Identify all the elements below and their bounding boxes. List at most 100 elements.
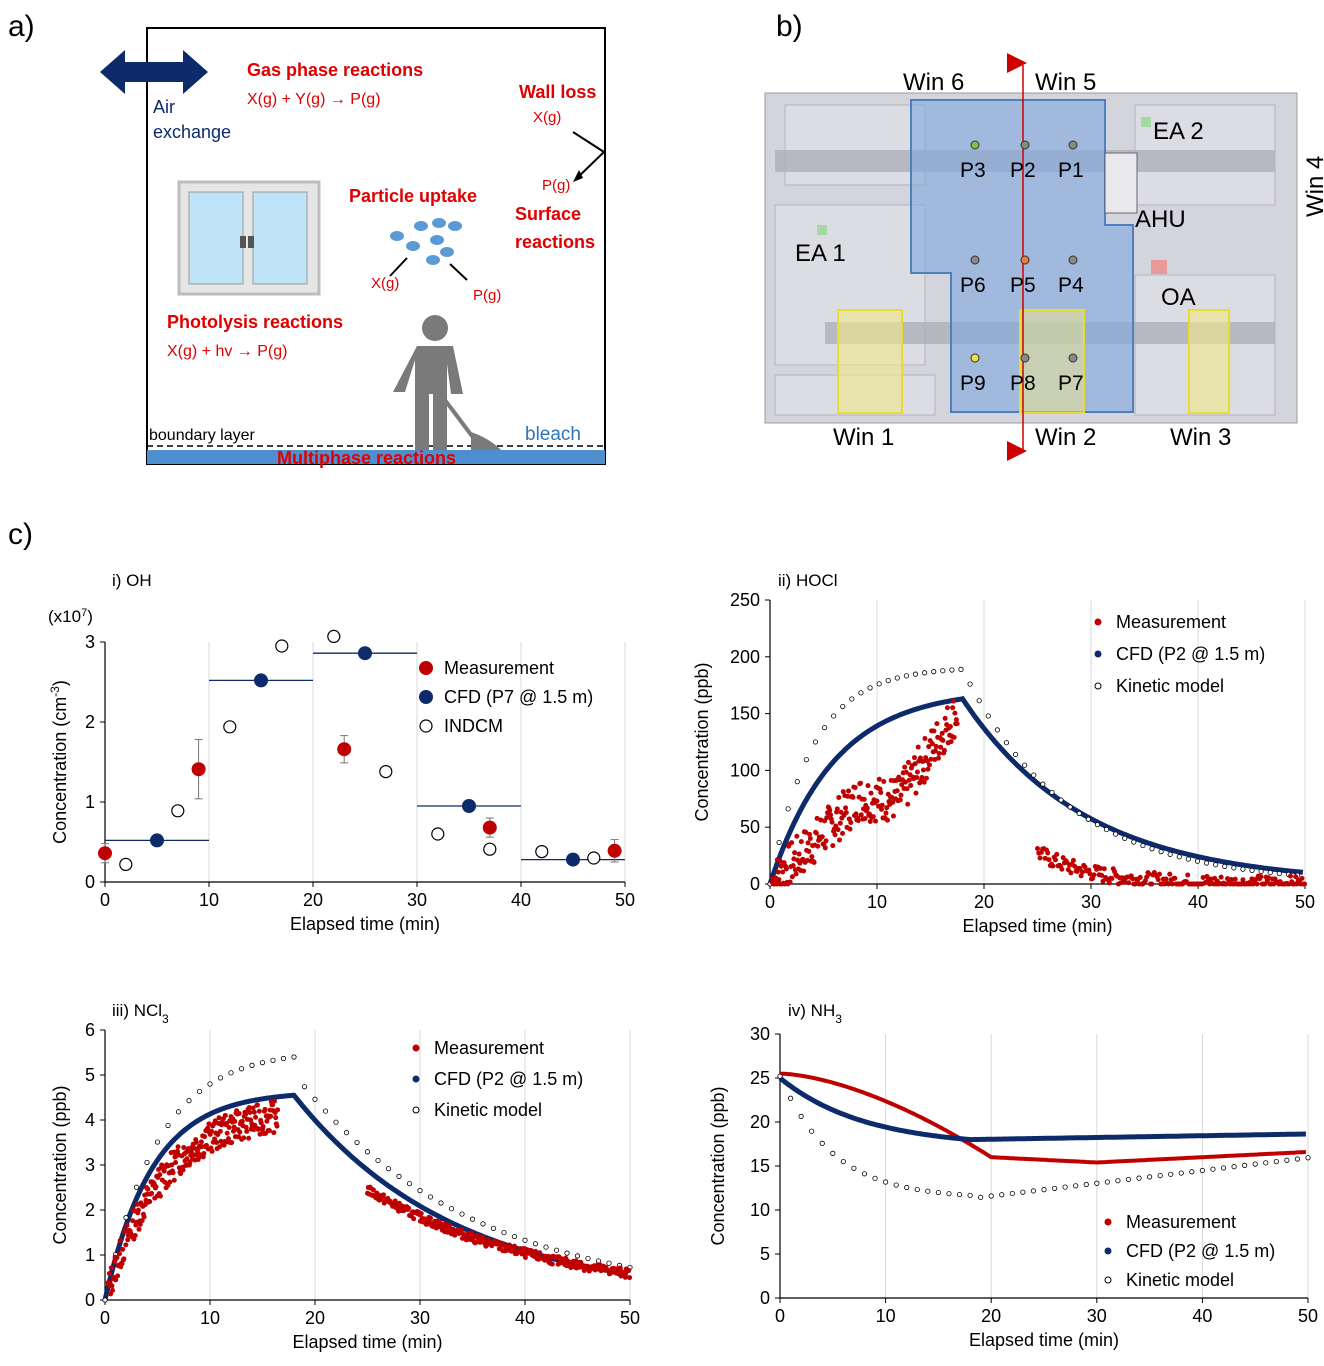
hocl-kinetic-point xyxy=(885,677,891,684)
hocl-measurement-point xyxy=(947,724,953,730)
ncl3-kinetic-point xyxy=(333,1119,339,1125)
ncl3-measurement-point xyxy=(222,1112,228,1118)
ncl3-measurement-point xyxy=(167,1179,173,1185)
ncl3-kinetic-point xyxy=(217,1075,224,1081)
oh-legend-label: INDCM xyxy=(444,716,503,736)
hocl-measurement-point xyxy=(1208,876,1214,882)
ncl3-measurement-point xyxy=(257,1131,263,1137)
hocl-measurement-point xyxy=(926,762,932,768)
hocl-measurement-point xyxy=(913,790,919,796)
nh3-kinetic-point xyxy=(914,1186,920,1193)
wall-loss-p: P(g) xyxy=(542,177,570,194)
point-p8-label: P8 xyxy=(1010,372,1036,395)
ncl3-kinetic-point xyxy=(459,1211,465,1217)
hocl-measurement-point xyxy=(878,789,884,795)
hocl-measurement-point xyxy=(1059,866,1065,872)
hocl-measurement-point xyxy=(890,813,896,819)
oh-measurement-point xyxy=(98,846,112,861)
hocl-measurement-point xyxy=(948,739,954,745)
hocl-kinetic-point xyxy=(985,713,991,719)
hocl-kinetic-point xyxy=(1276,870,1282,877)
hocl-kinetic-point xyxy=(776,839,782,846)
oh-indcm-point xyxy=(587,851,601,865)
ncl3-kinetic-point xyxy=(553,1247,560,1253)
ncl3-kinetic-point xyxy=(249,1062,255,1068)
ncl3-kinetic-point xyxy=(270,1057,276,1063)
hocl-measurement-point xyxy=(954,721,960,727)
ncl3-measurement-point xyxy=(268,1113,274,1119)
ncl3-measurement-point xyxy=(121,1256,127,1262)
oh-indcm-point xyxy=(171,804,185,818)
hocl-kinetic-point xyxy=(1203,860,1210,866)
hocl-measurement-point xyxy=(902,764,908,770)
ncl3-measurement-point xyxy=(537,1250,543,1256)
hocl-measurement-point xyxy=(1037,855,1043,861)
ncl3-measurement-point xyxy=(248,1117,254,1123)
hocl-measurement-point xyxy=(847,826,853,832)
hocl-legend-label: Kinetic model xyxy=(1116,676,1224,696)
hocl-measurement-point xyxy=(1086,867,1092,873)
hocl-measurement-point xyxy=(902,779,908,785)
hocl-measurement-point xyxy=(828,812,834,818)
hocl-measurement-point xyxy=(897,797,903,803)
hocl-measurement-point xyxy=(787,879,793,885)
surface-reactions-2: reactions xyxy=(515,232,595,252)
hocl-measurement-point xyxy=(806,848,812,854)
hocl-measurement-point xyxy=(1223,881,1229,887)
hocl-measurement-point xyxy=(1155,877,1161,883)
boundary-layer-label: boundary layer xyxy=(149,427,256,444)
hocl-measurement-point xyxy=(952,710,958,716)
hocl-measurement-point xyxy=(1130,876,1136,882)
oh-measurement-point xyxy=(191,762,206,777)
nh3-measurement-line xyxy=(779,1071,1306,1165)
oh-measurement-point xyxy=(337,742,352,757)
nh3-kinetic-point xyxy=(978,1194,984,1200)
hocl-title: ii) HOCl xyxy=(778,571,838,590)
hocl-measurement-point xyxy=(840,789,846,795)
hocl-measurement-point xyxy=(950,705,956,711)
oh-multiplier: (x107) xyxy=(48,607,93,626)
ncl3-kinetic-point xyxy=(102,1297,108,1303)
ea1-label: EA 1 xyxy=(795,240,846,267)
nh3-kinetic-point xyxy=(1178,1170,1184,1176)
gas-phase-equation: X(g) + Y(g) → P(g) xyxy=(247,91,381,108)
hocl-measurement-point xyxy=(805,840,811,846)
hocl-legend-marker xyxy=(1094,650,1102,658)
hocl-x-tick-label: 30 xyxy=(1081,892,1101,912)
ncl3-kinetic-point xyxy=(165,1122,171,1129)
ncl3-kinetic-point xyxy=(280,1055,287,1062)
ncl3-measurement-point xyxy=(116,1251,122,1257)
ncl3-measurement-point xyxy=(139,1218,145,1224)
ncl3-x-tick-label: 30 xyxy=(410,1308,430,1328)
hocl-kinetic-point xyxy=(1049,789,1055,796)
hocl-kinetic-point xyxy=(840,703,846,710)
nh3-kinetic-point xyxy=(925,1188,931,1194)
hocl-measurement-point xyxy=(1050,863,1056,869)
ncl3-measurement-point xyxy=(506,1242,512,1248)
nh3-kinetic-point xyxy=(893,1182,899,1188)
oh-x-tick-label: 20 xyxy=(303,890,323,910)
hocl-kinetic-point xyxy=(1103,826,1110,833)
hocl-measurement-point xyxy=(870,814,876,820)
hocl-measurement-point xyxy=(1169,881,1175,887)
hocl-measurement-point xyxy=(921,779,927,785)
ncl3-measurement-point xyxy=(370,1187,376,1193)
section-marker-bottom-icon xyxy=(1007,441,1027,461)
hocl-measurement-point xyxy=(807,836,813,842)
nh3-y-tick-label: 25 xyxy=(750,1068,770,1088)
hocl-kinetic-point xyxy=(849,696,855,702)
ncl3-kinetic-point xyxy=(480,1221,486,1227)
nh3-kinetic-point xyxy=(1136,1175,1142,1181)
ncl3-y-tick-label: 4 xyxy=(85,1110,95,1130)
chart-oh: 0 10 20 30 40 50 0 1 2 3 Elapsed time (min) i) OH (x… xyxy=(48,571,635,934)
point-p4-marker xyxy=(1068,255,1078,265)
hocl-measurement-point xyxy=(925,766,931,772)
ncl3-y-tick-label: 0 xyxy=(85,1290,95,1310)
hocl-measurement-point xyxy=(932,748,938,754)
hocl-measurement-point xyxy=(1200,875,1206,881)
hocl-kinetic-point xyxy=(894,675,900,681)
ncl3-y-tick-label: 6 xyxy=(85,1020,95,1040)
hocl-measurement-point xyxy=(858,812,864,818)
photolysis-title: Photolysis reactions xyxy=(167,312,343,332)
ncl3-measurement-point xyxy=(273,1115,279,1121)
